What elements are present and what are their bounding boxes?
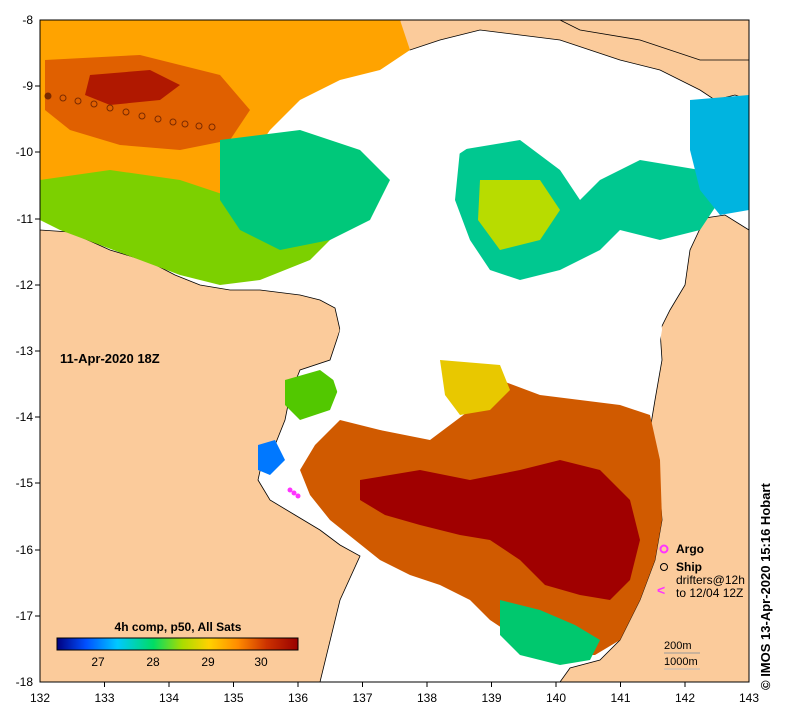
lat-tick-label: -12 [16, 278, 34, 292]
drifter-point [295, 493, 301, 499]
argo-track [44, 92, 216, 131]
lon-tick-marks [104, 682, 686, 687]
argo-legend-icon [659, 544, 669, 554]
colorbar: 4h comp, p50, All Sats 27 28 29 30 [56, 620, 299, 669]
lon-tick-label: 140 [546, 691, 566, 705]
lat-tick-label: -11 [17, 212, 34, 226]
argo-point [195, 122, 203, 130]
argo-point [154, 115, 162, 123]
sst-patches [40, 20, 749, 665]
argo-point [138, 112, 146, 120]
argo-point [106, 104, 114, 112]
contour-200m-label: 200m [664, 640, 692, 652]
lat-tick-label: -9 [22, 79, 33, 93]
lat-tick-label: -16 [16, 543, 34, 557]
argo-point [208, 123, 216, 131]
argo-point [169, 118, 177, 126]
colorbar-tick: 27 [91, 655, 105, 669]
sst-nodata-gulf [330, 50, 662, 400]
sst-gulf-north-green [455, 140, 720, 280]
contour-legend: 200m 1000m [664, 640, 700, 670]
lat-tick-label: -17 [16, 609, 34, 623]
date-label: 11-Apr-2020 18Z [60, 351, 160, 366]
lat-tick-label: -8 [22, 13, 33, 27]
sst-west-blue [258, 440, 285, 475]
lon-tick-label: 132 [30, 691, 50, 705]
sst-gulf-south-hot [360, 460, 640, 600]
argo-legend-label: Argo [676, 542, 704, 556]
ship-legend-label: Ship [676, 560, 702, 574]
lon-tick-label: 142 [675, 691, 695, 705]
lon-tick-label: 138 [417, 691, 437, 705]
argo-point [122, 108, 130, 116]
colorbar-tick: 29 [201, 655, 215, 669]
sst-arafura-hot [85, 70, 180, 105]
sst-ne-cyan [690, 95, 749, 215]
lon-tick-label: 141 [610, 691, 630, 705]
lon-tick-label: 136 [288, 691, 308, 705]
argo-point [59, 94, 67, 102]
longitude-axis: 132 133 134 135 136 137 138 139 140 141 … [30, 691, 759, 705]
contour-1000m-label: 1000m [664, 656, 698, 668]
lon-tick-label: 143 [739, 691, 759, 705]
lat-tick-label: -10 [16, 145, 34, 159]
drifters-label-line2: to 12/04 12Z [676, 586, 743, 600]
lon-tick-label: 133 [94, 691, 114, 705]
latitude-axis: -8 -9 -10 -11 -12 -13 -14 -15 -16 -17 -1… [16, 13, 34, 689]
drifter-marks [287, 487, 301, 499]
drifter-legend-icon: < [657, 582, 665, 598]
lon-tick-label: 134 [159, 691, 179, 705]
sst-gulf-north-yellow [478, 180, 560, 250]
argo-point [74, 97, 82, 105]
lat-tick-label: -18 [16, 675, 34, 689]
sst-gulf-south-green [500, 600, 600, 665]
sst-arafura-cool [40, 170, 340, 285]
ship-legend-icon [660, 563, 668, 571]
argo-point [90, 100, 98, 108]
colorbar-gradient [56, 637, 299, 651]
sst-arafura-green [220, 130, 390, 250]
lat-tick-label: -13 [16, 344, 34, 358]
drifters-label-line1: drifters@12h [676, 573, 745, 587]
sst-gulf-south-yellow [440, 360, 510, 415]
colorbar-tick: 30 [254, 655, 268, 669]
argo-point [181, 120, 189, 128]
lat-tick-label: -14 [16, 410, 34, 424]
obs-legend: Argo Ship < drifters@12h to 12/04 12Z [657, 542, 745, 600]
drifter-point [287, 487, 293, 493]
sst-arnhem-east-green [285, 370, 340, 420]
lat-tick-label: -15 [16, 476, 34, 490]
colorbar-tick: 28 [146, 655, 160, 669]
footer-credit: © IMOS 13-Apr-2020 15:16 Hobart [758, 483, 773, 690]
lon-tick-label: 137 [352, 691, 372, 705]
lat-tick-marks [35, 85, 40, 617]
lon-tick-label: 139 [481, 691, 501, 705]
colorbar-title: 4h comp, p50, All Sats [115, 620, 242, 634]
land-png [559, 20, 749, 61]
lon-tick-label: 135 [223, 691, 243, 705]
argo-point [44, 92, 52, 100]
drifter-point [291, 490, 297, 496]
